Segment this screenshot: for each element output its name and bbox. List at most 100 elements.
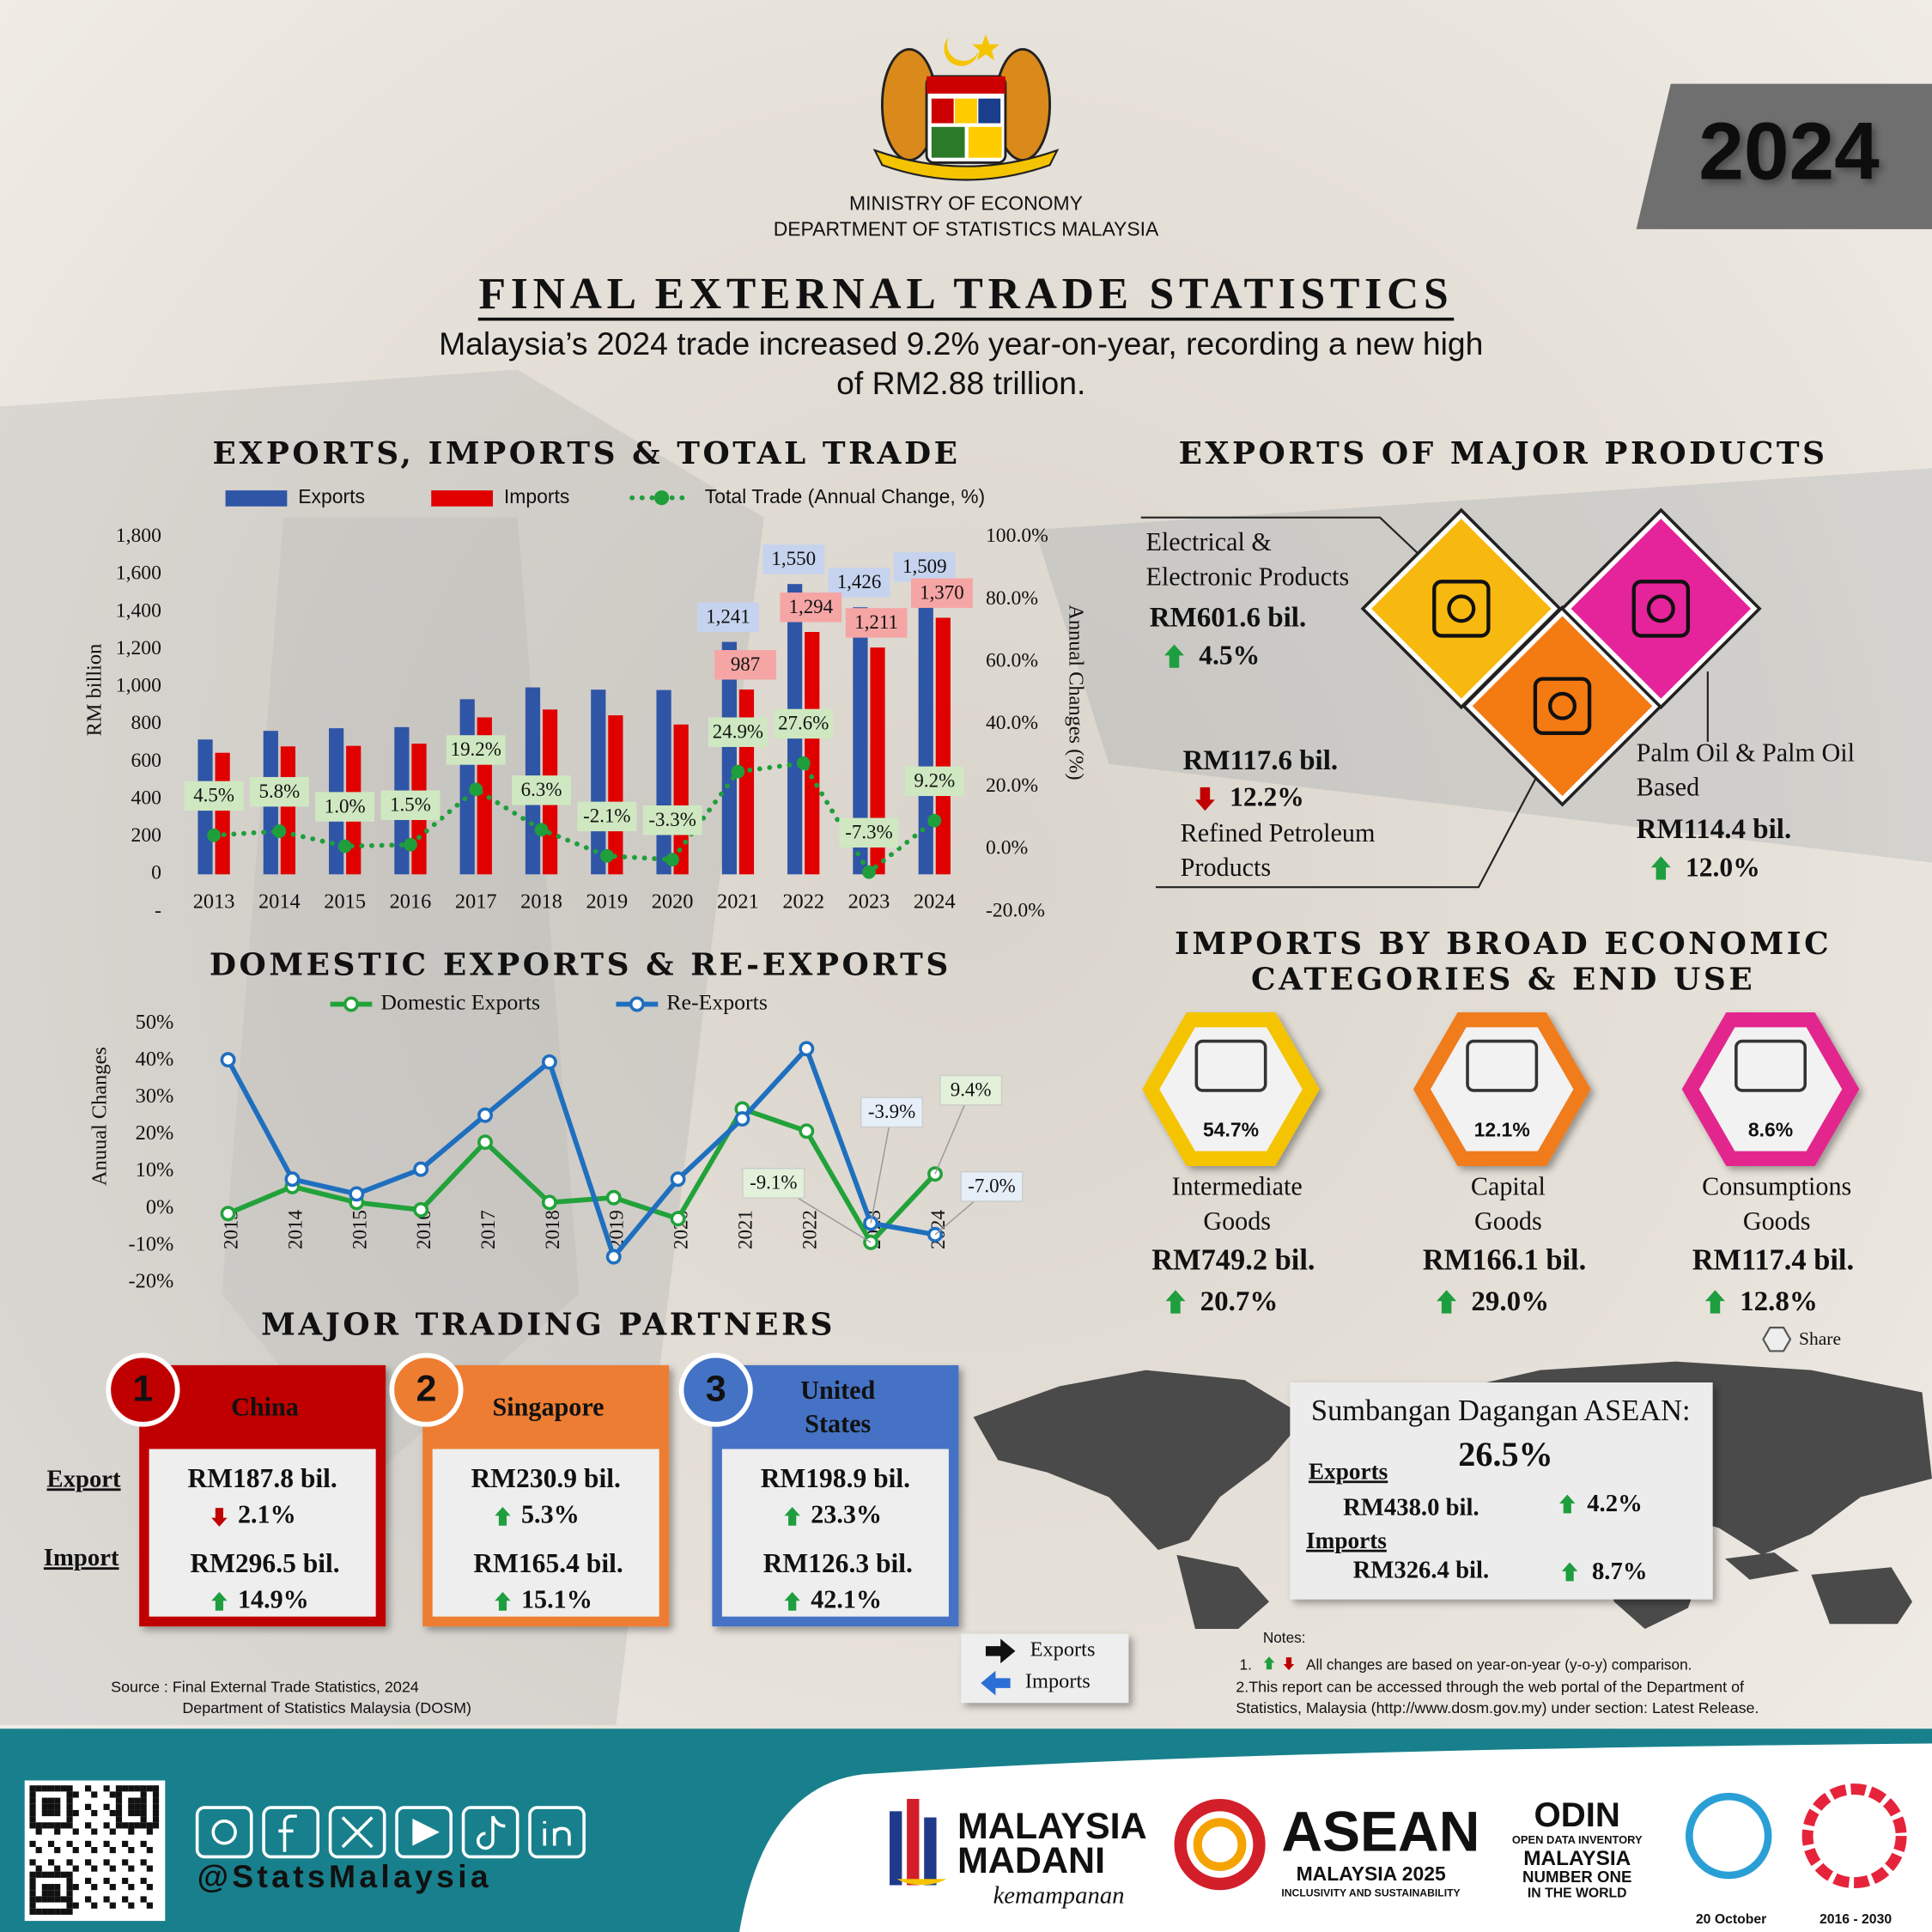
qr-cell bbox=[29, 1797, 36, 1804]
product-name: Based bbox=[1637, 773, 1700, 802]
qr-cell bbox=[47, 1809, 55, 1817]
line-marker bbox=[220, 1052, 236, 1068]
qr-cell bbox=[85, 1859, 92, 1866]
logo-text: 2016 - 2030 bbox=[1820, 1912, 1892, 1927]
leader-line bbox=[1140, 516, 1428, 563]
arrow-up bbox=[784, 1591, 800, 1611]
asean-exports-label: Exports bbox=[1309, 1458, 1388, 1484]
qr-cell bbox=[41, 1797, 48, 1804]
value-label-box bbox=[642, 805, 702, 835]
line-marker bbox=[272, 824, 287, 838]
value-label-box bbox=[774, 708, 834, 739]
arrow-up bbox=[1704, 1290, 1725, 1314]
x-tick-label: 2013 bbox=[193, 890, 235, 913]
qr-cell bbox=[103, 1803, 110, 1810]
qr-cell bbox=[29, 1902, 36, 1909]
product-diamond-inner bbox=[1472, 616, 1653, 796]
legend-label: Exports bbox=[298, 485, 365, 507]
y2-tick-label: 20.0% bbox=[986, 775, 1038, 797]
qr-cell bbox=[41, 1822, 48, 1829]
y2-tick-label: 80.0% bbox=[986, 587, 1038, 610]
qr-cell bbox=[29, 1890, 36, 1897]
legend-marker bbox=[653, 490, 670, 506]
product-icon bbox=[1447, 594, 1476, 623]
line-marker bbox=[469, 782, 483, 797]
qr-cell bbox=[152, 1791, 160, 1798]
y-tick-label: 800 bbox=[131, 712, 161, 734]
line-marker bbox=[670, 1211, 686, 1227]
x-tick-label: 2017 bbox=[477, 1210, 499, 1249]
product-name: Electrical & bbox=[1146, 527, 1272, 556]
value-label-box bbox=[839, 817, 899, 848]
note: Statistics, Malaysia (http://www.dosm.go… bbox=[1236, 1699, 1759, 1716]
y2-tick-label: 40.0% bbox=[986, 712, 1038, 734]
qr-cell bbox=[66, 1859, 73, 1866]
line-marker bbox=[799, 1123, 815, 1139]
legend-label: Total Trade (Annual Change, %) bbox=[705, 485, 985, 507]
bar bbox=[591, 690, 606, 875]
product-name: Products bbox=[1181, 853, 1271, 882]
leader-line bbox=[870, 1112, 893, 1224]
qr-cell bbox=[66, 1785, 73, 1792]
category-value: RM166.1 bil. bbox=[1423, 1244, 1586, 1277]
value-label-box bbox=[911, 578, 973, 608]
qr-cell bbox=[140, 1816, 147, 1823]
y2-axis-title: Annual Changes (%) bbox=[1065, 605, 1088, 780]
rank-badge bbox=[678, 1352, 753, 1427]
y-tick-label: 1,400 bbox=[116, 599, 161, 622]
qr-cell bbox=[91, 1809, 98, 1817]
arrow-up bbox=[1561, 1562, 1578, 1582]
qr-cell bbox=[140, 1785, 147, 1792]
category-icon bbox=[1466, 1039, 1539, 1092]
category-name: Consumptions bbox=[1702, 1172, 1851, 1201]
qr-cell bbox=[122, 1840, 129, 1847]
x-tick-label: 2023 bbox=[848, 890, 890, 913]
export-value: RM230.9 bil. bbox=[471, 1463, 620, 1493]
category-name: Goods bbox=[1203, 1206, 1271, 1236]
asean-imports-change: 8.7% bbox=[1592, 1558, 1648, 1585]
qr-cell bbox=[66, 1896, 73, 1903]
qr-cell bbox=[29, 1871, 36, 1878]
qr-cell bbox=[152, 1809, 160, 1817]
qr-cell bbox=[103, 1840, 110, 1847]
partner-card-body bbox=[432, 1449, 659, 1617]
line-marker bbox=[605, 1249, 622, 1265]
qr-cell bbox=[128, 1846, 135, 1854]
qr-cell bbox=[85, 1896, 92, 1903]
asean-share: 26.5% bbox=[1458, 1435, 1552, 1473]
qr-cell bbox=[115, 1791, 123, 1798]
qr-cell bbox=[66, 1797, 73, 1804]
qr-cell bbox=[146, 1785, 153, 1792]
y-axis-title: Anuual Changes bbox=[88, 1047, 111, 1186]
bar bbox=[656, 690, 671, 875]
category-name: Capital bbox=[1471, 1172, 1546, 1201]
qr-cell bbox=[35, 1908, 42, 1915]
qr-cell bbox=[140, 1797, 147, 1804]
qr-cell bbox=[54, 1822, 61, 1829]
logo-text: kemampanan bbox=[993, 1881, 1125, 1909]
x-tick-label: 2016 bbox=[390, 890, 432, 913]
qr-cell bbox=[29, 1884, 36, 1891]
product-value: RM114.4 bil. bbox=[1637, 814, 1792, 845]
y-tick-label: 200 bbox=[131, 824, 161, 847]
chart-title: DOMESTIC EXPORTS & RE-EXPORTS bbox=[210, 946, 951, 982]
export-value: RM198.9 bil. bbox=[761, 1463, 910, 1493]
qr-cell bbox=[29, 1908, 36, 1915]
logo-text: MALAYSIA 2025 bbox=[1297, 1862, 1446, 1885]
section-title: MAJOR TRADING PARTNERS bbox=[261, 1306, 835, 1342]
value-label: 1,241 bbox=[706, 606, 750, 628]
qr-cell bbox=[115, 1785, 123, 1792]
main-title: FINAL EXTERNAL TRADE STATISTICS bbox=[478, 270, 1453, 319]
y2-tick-label: -20.0% bbox=[986, 899, 1045, 921]
x-tick-label: 2014 bbox=[284, 1210, 306, 1249]
arrow-up bbox=[1650, 856, 1671, 880]
qr-cell bbox=[128, 1828, 135, 1835]
partner-card-body bbox=[721, 1449, 949, 1617]
bar bbox=[853, 607, 868, 875]
product-icon bbox=[1432, 580, 1491, 638]
x-tick-label: 2024 bbox=[914, 890, 956, 913]
rank-badge bbox=[389, 1352, 464, 1427]
y-tick-label: 0% bbox=[146, 1195, 174, 1218]
qr-cell bbox=[66, 1871, 73, 1878]
qr-cell bbox=[134, 1809, 141, 1817]
